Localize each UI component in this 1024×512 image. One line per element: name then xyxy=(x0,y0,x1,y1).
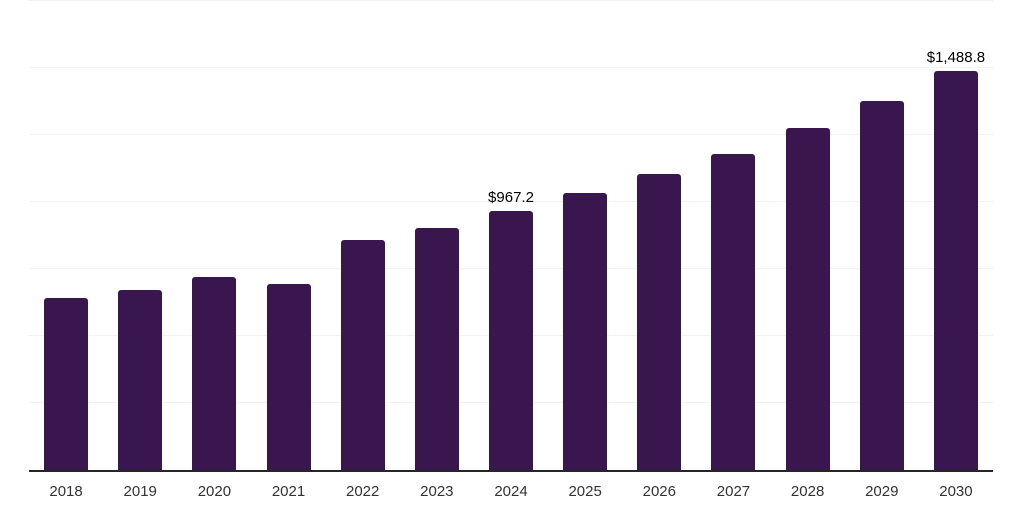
bar-2020 xyxy=(192,277,237,470)
x-axis: 2018 2019 2020 2021 2022 2023 2024 2025 2026 2027… xyxy=(29,484,993,504)
gridline xyxy=(29,67,993,68)
x-axis-label-2029: 2029 xyxy=(865,483,899,500)
bar-2029 xyxy=(859,100,904,470)
bar-2028 xyxy=(785,128,830,470)
x-axis-line xyxy=(29,470,993,472)
x-axis-label-2030: 2030 xyxy=(939,483,973,500)
x-axis-label-2020: 2020 xyxy=(197,483,232,500)
bar-2022 xyxy=(340,240,385,470)
x-axis-label-2019: 2019 xyxy=(123,483,157,500)
gridline xyxy=(29,201,993,202)
x-axis-label-2024: 2024 xyxy=(494,483,528,500)
bar-2027 xyxy=(711,153,756,470)
bar-2018 xyxy=(44,298,89,470)
bar-2026 xyxy=(637,173,682,470)
bar-2030 xyxy=(933,71,978,470)
x-axis-label-2021: 2021 xyxy=(271,483,306,500)
bar-2019 xyxy=(118,289,163,470)
gridline xyxy=(29,134,993,135)
bar-2025 xyxy=(563,193,608,470)
x-axis-label-2022: 2022 xyxy=(346,483,380,500)
x-axis-label-2026: 2026 xyxy=(642,483,676,500)
bar-value-label: $967.2 xyxy=(488,188,534,206)
x-axis-label-2018: 2018 xyxy=(49,483,83,500)
x-axis-label-2028: 2028 xyxy=(790,483,825,500)
x-axis-label-2025: 2025 xyxy=(568,483,602,500)
bar-value-label: $1,488.8 xyxy=(926,49,986,67)
plot-area: $967.2 $1,488.8 xyxy=(29,0,993,470)
x-axis-label-2027: 2027 xyxy=(716,483,751,500)
bar-2021 xyxy=(266,284,311,470)
bar-2023 xyxy=(414,228,459,470)
x-axis-label-2023: 2023 xyxy=(420,483,454,500)
gridline xyxy=(29,0,993,1)
bar-2024 xyxy=(489,210,533,470)
